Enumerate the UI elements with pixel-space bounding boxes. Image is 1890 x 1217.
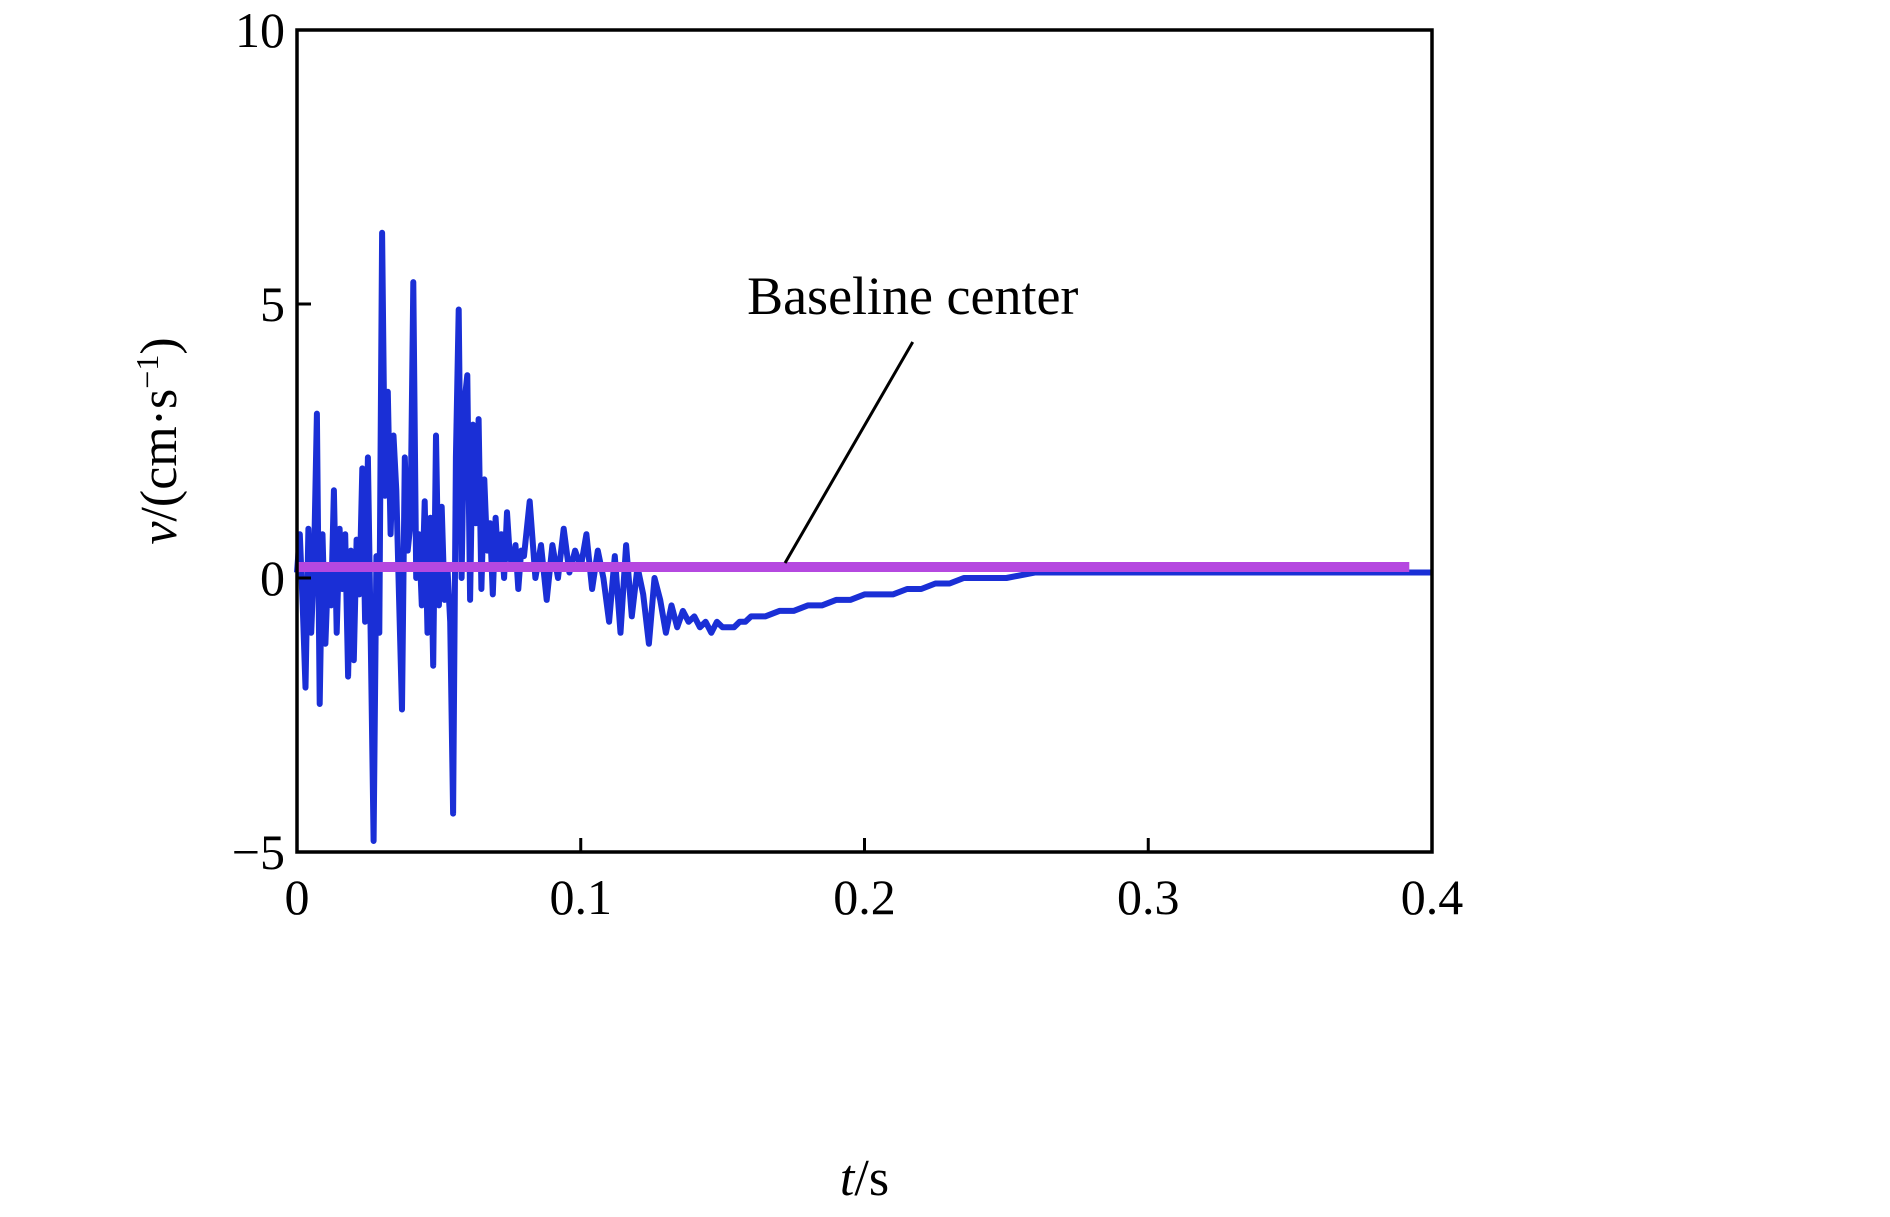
plot-frame bbox=[295, 28, 1434, 854]
x-tick-label: 0.1 bbox=[550, 869, 613, 925]
x-tick-label: 0 bbox=[285, 869, 310, 925]
y-tick-label: 0 bbox=[260, 550, 285, 606]
x-axis-title: t/s bbox=[840, 1150, 889, 1207]
x-tick-label: 0.3 bbox=[1117, 869, 1180, 925]
annotation-baseline-center: Baseline center bbox=[747, 266, 1078, 326]
y-tick-label: 10 bbox=[235, 2, 285, 58]
y-tick-label: −5 bbox=[232, 824, 285, 880]
annotation-leader-line bbox=[783, 341, 915, 564]
y-tick-label: 5 bbox=[260, 276, 285, 332]
x-tick-label: 0.2 bbox=[833, 869, 896, 925]
y-axis-title: v/(cm·s−1) bbox=[129, 337, 188, 544]
x-tick-label: 0.4 bbox=[1401, 869, 1464, 925]
plot-area bbox=[294, 229, 1432, 844]
